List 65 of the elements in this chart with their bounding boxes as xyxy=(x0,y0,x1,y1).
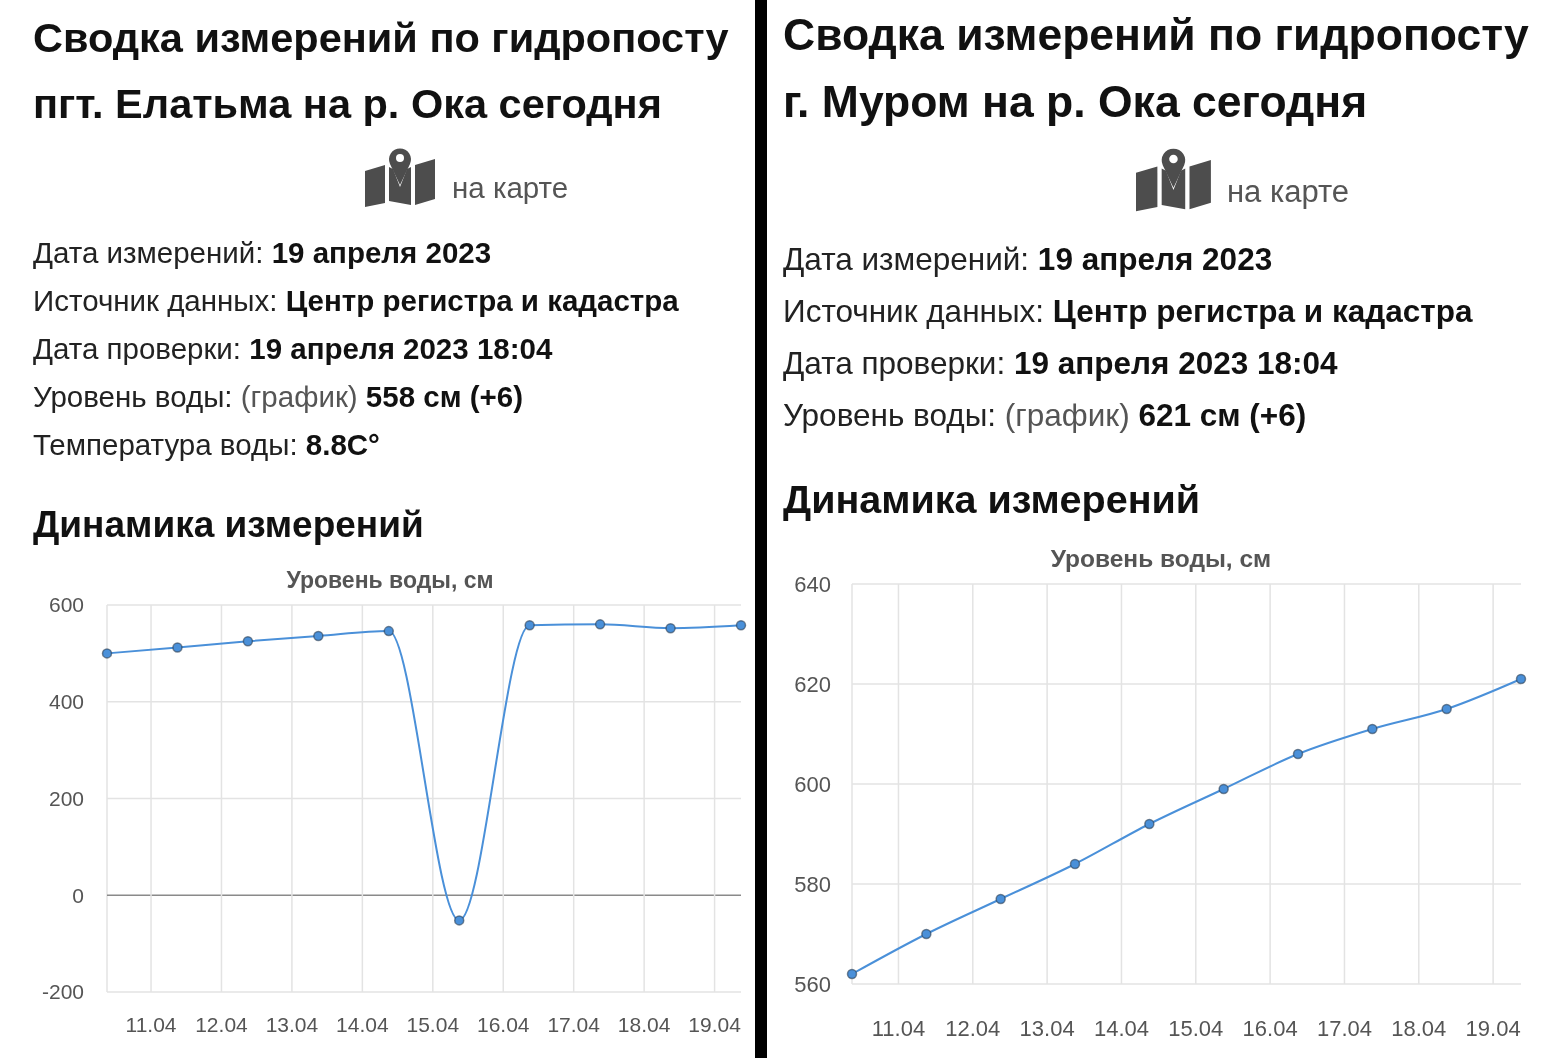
x-tick-label: 16.04 xyxy=(1242,1016,1298,1041)
chart-subtitle: Уровень воды, см xyxy=(286,567,494,593)
x-tick-label: 19.04 xyxy=(688,1013,742,1036)
point xyxy=(313,630,324,642)
point xyxy=(1218,783,1229,795)
point xyxy=(1367,723,1378,735)
y-tick-label: 620 xyxy=(794,671,831,697)
point xyxy=(101,648,113,659)
point xyxy=(242,636,254,647)
x-tick-label: 15.04 xyxy=(406,1013,460,1036)
x-tick-label: 15.04 xyxy=(1168,1016,1224,1041)
text: Динамика измерений xyxy=(783,477,1201,521)
point xyxy=(735,620,747,631)
x-tick-label: 12.04 xyxy=(945,1016,1001,1041)
x-tick-label: 17.04 xyxy=(547,1013,601,1036)
x-tick-label: 18.04 xyxy=(617,1013,671,1036)
point xyxy=(383,625,395,637)
x-tick-label: 12.04 xyxy=(195,1013,249,1036)
point xyxy=(172,642,183,653)
y-tick-label: 400 xyxy=(48,690,84,714)
point xyxy=(453,915,465,926)
x-tick-label: 13.04 xyxy=(1019,1016,1075,1041)
x-tick-label: 17.04 xyxy=(1316,1016,1372,1041)
text: Дата измерений: 19 апреля 2023 xyxy=(33,236,492,269)
text: на карте xyxy=(452,171,569,204)
text: Уровень воды: (график) 621 см (+6) xyxy=(783,397,1307,433)
x-tick-label: 11.04 xyxy=(125,1013,177,1036)
y-tick-label: 640 xyxy=(794,571,831,597)
y-tick-label: 200 xyxy=(48,786,84,810)
y-tick-label: 560 xyxy=(794,971,831,997)
point xyxy=(921,928,932,940)
text: Дата проверки: 19 апреля 2023 18:04 xyxy=(783,345,1339,381)
point xyxy=(1292,748,1304,760)
point xyxy=(1144,818,1155,830)
chart-title: Сводка измерений по гидропосту г. Муром на р. Ока сегодня xyxy=(783,10,1530,126)
x-tick-label: 14.04 xyxy=(1093,1016,1149,1041)
text: Дата измерений: 19 апреля 2023 xyxy=(783,241,1273,277)
y-tick-label: 580 xyxy=(794,871,831,897)
x-tick-label: 16.04 xyxy=(476,1013,530,1036)
point xyxy=(594,619,606,630)
x-tick-label: 11.04 xyxy=(871,1016,926,1041)
y-tick-label: 600 xyxy=(794,771,831,797)
y-tick-label: -200 xyxy=(41,980,84,1004)
chart-title: Сводка измерений по гидропосту пгт. Елатьма на р. Ока сегодня xyxy=(33,14,729,127)
text: Динамика измерений xyxy=(33,504,424,545)
point xyxy=(1441,703,1452,715)
text: Источник данных: Центр регистра и кадастра xyxy=(783,293,1473,329)
point xyxy=(846,968,858,980)
x-tick-label: 18.04 xyxy=(1391,1016,1447,1041)
chart-subtitle: Уровень воды, см xyxy=(1050,545,1272,572)
text: Дата проверки: 19 апреля 2023 18:04 xyxy=(33,332,553,365)
point xyxy=(1515,673,1527,685)
text: Уровень воды: (график) 558 см (+6) xyxy=(33,380,523,413)
x-tick-label: 19.04 xyxy=(1465,1016,1521,1041)
x-tick-label: 14.04 xyxy=(336,1013,389,1036)
y-tick-label: 0 xyxy=(72,883,84,907)
x-tick-label: 13.04 xyxy=(265,1013,319,1036)
text: Источник данных: Центр регистра и кадастра xyxy=(33,284,680,317)
text: на карте xyxy=(1227,174,1350,209)
point xyxy=(995,893,1006,905)
y-tick-label: 600 xyxy=(48,593,84,617)
text: Температура воды: 8.8C° xyxy=(33,428,380,461)
point xyxy=(1069,858,1081,870)
point xyxy=(665,622,676,634)
point xyxy=(524,620,535,631)
